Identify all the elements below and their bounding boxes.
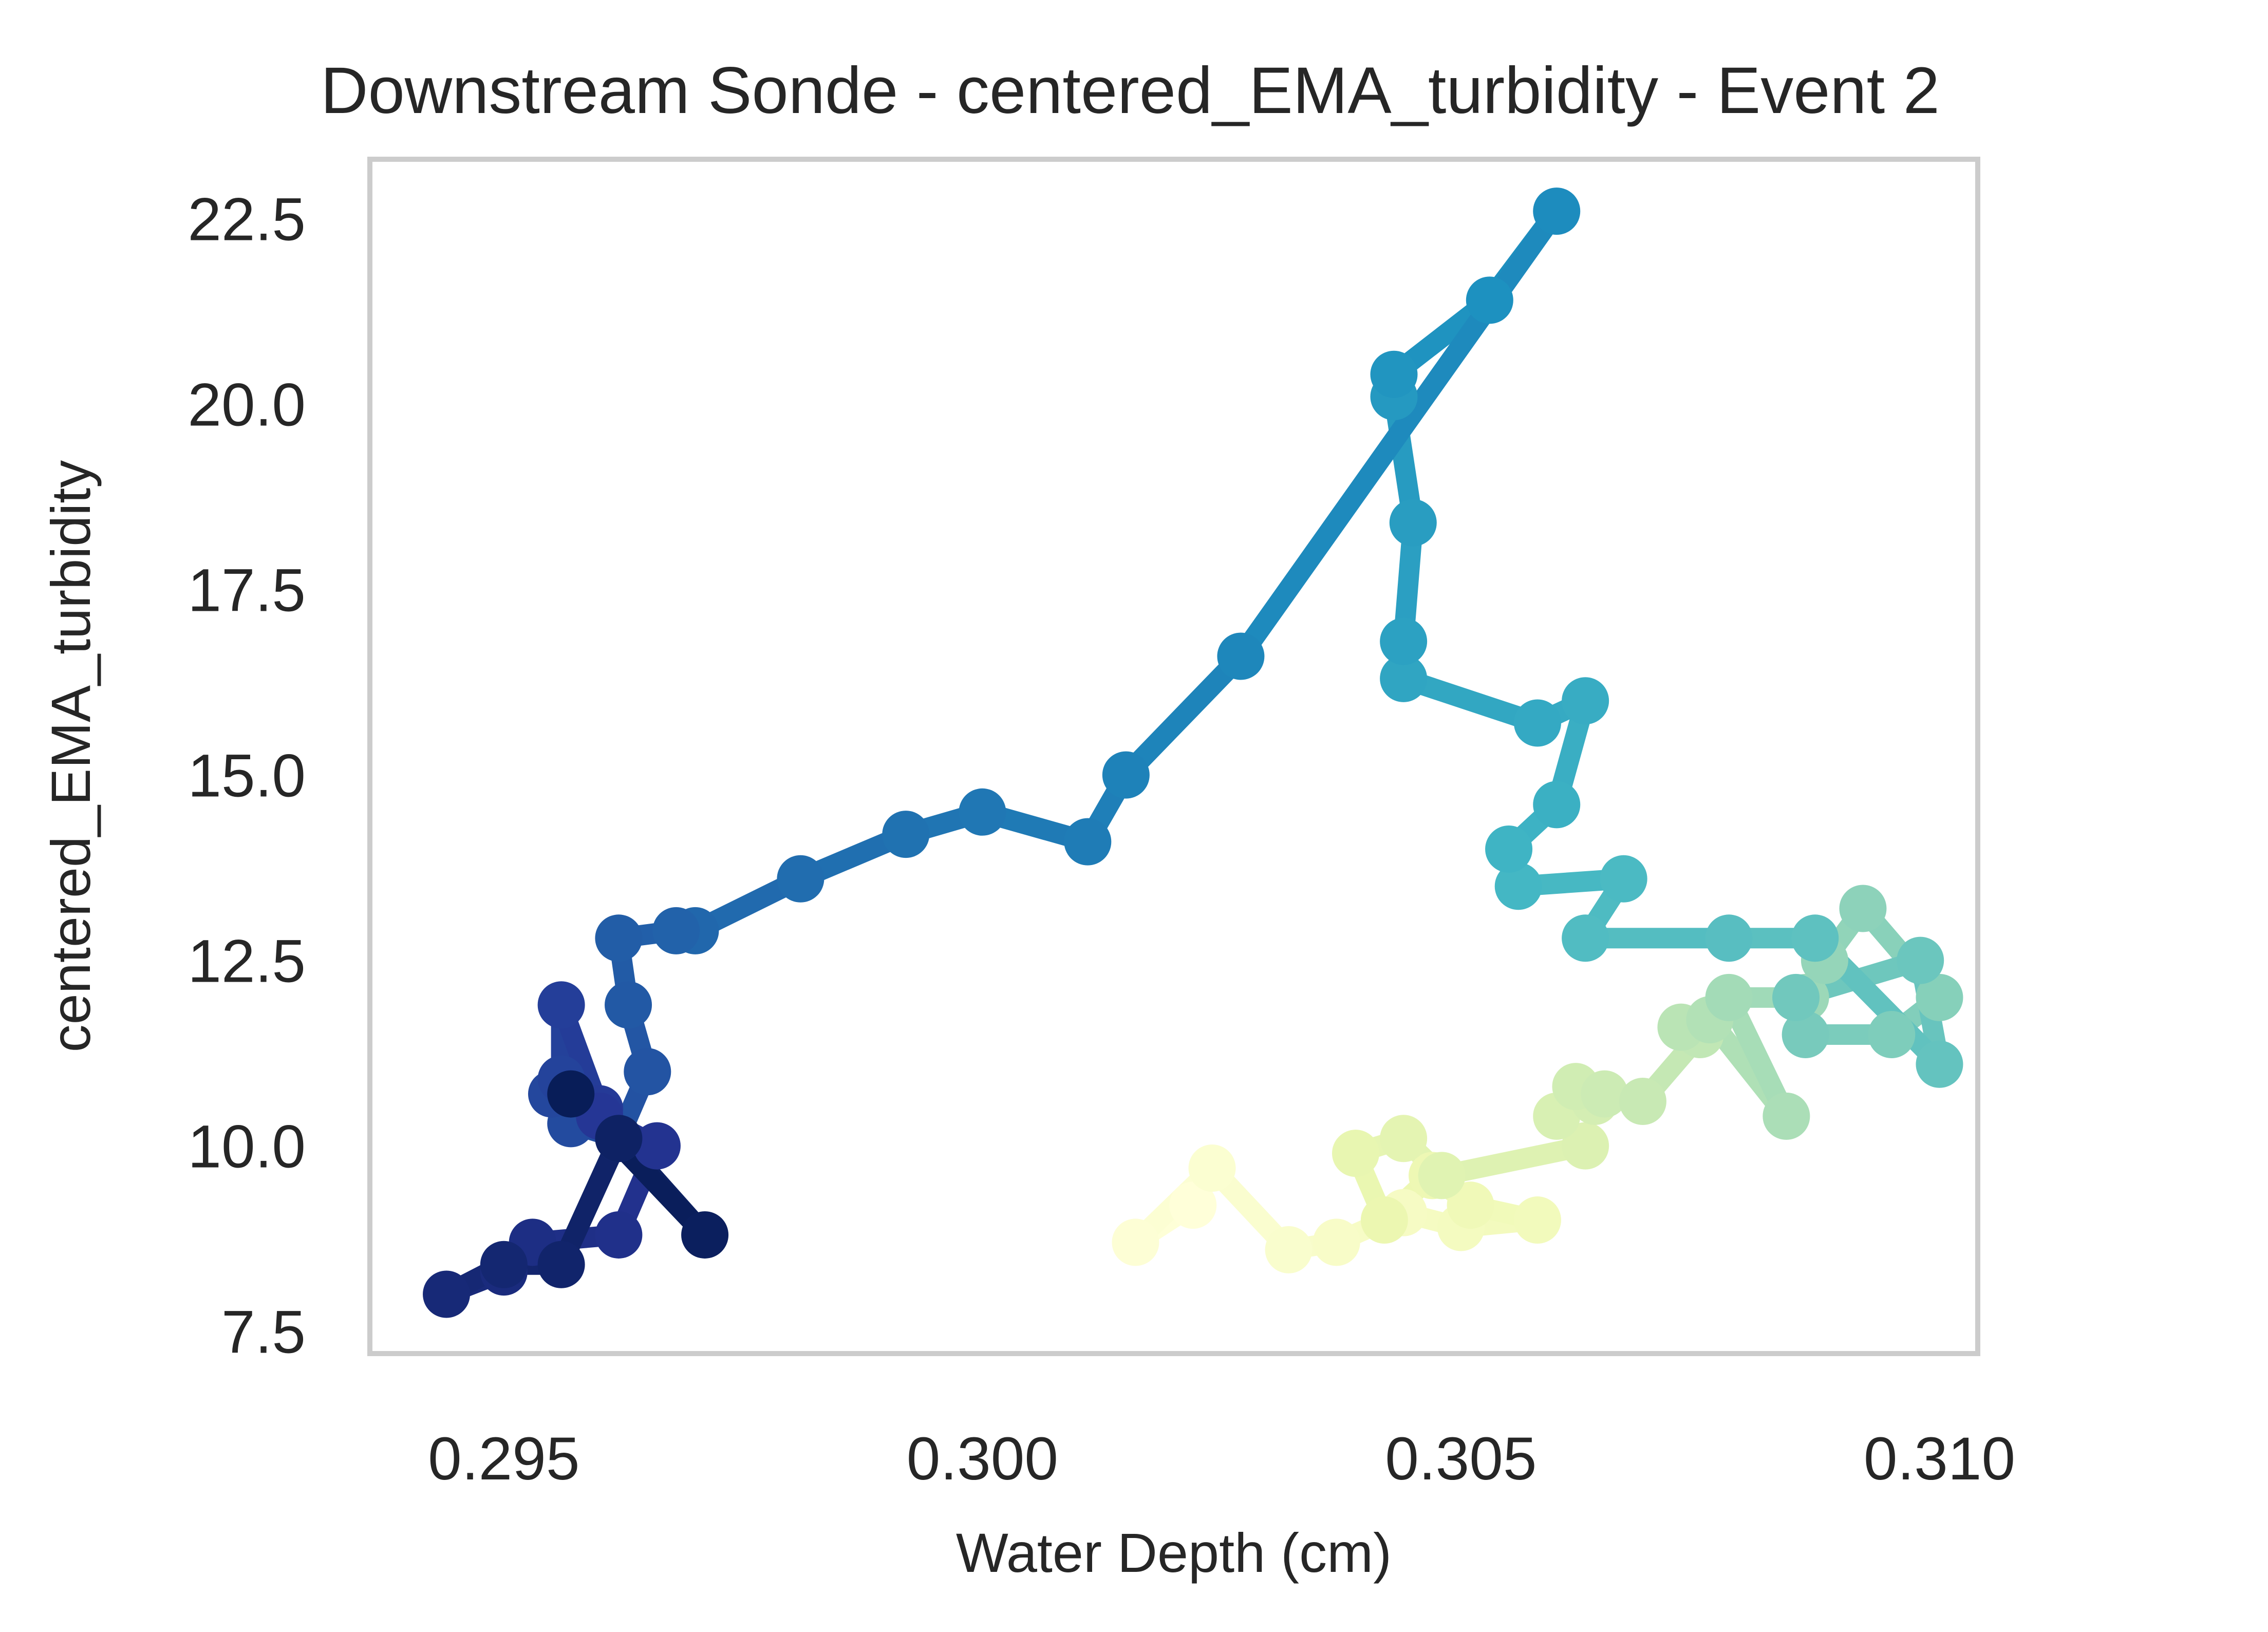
- data-point: [882, 811, 930, 858]
- data-point: [1763, 1092, 1810, 1140]
- data-point: [1370, 350, 1418, 398]
- data-point: [1265, 1226, 1313, 1273]
- data-point: [1772, 973, 1820, 1021]
- data-point: [959, 788, 1006, 836]
- data-point: [480, 1241, 528, 1288]
- data-point: [1466, 276, 1513, 324]
- data-point: [1897, 936, 1944, 984]
- data-point: [652, 907, 700, 954]
- x-tick-label: 0.310: [1864, 1425, 2015, 1493]
- x-tick-label: 0.300: [907, 1425, 1058, 1493]
- plot-frame: [367, 157, 1980, 1356]
- data-point: [1102, 751, 1150, 799]
- data-point: [595, 914, 643, 962]
- y-tick-label: 22.5: [188, 186, 306, 254]
- data-point: [1217, 632, 1265, 680]
- data-point: [1188, 1144, 1236, 1192]
- data-point: [633, 1122, 681, 1170]
- y-axis-label: centered_EMA_turbidity: [40, 460, 102, 1053]
- data-point: [595, 1115, 643, 1162]
- data-point: [1619, 1078, 1666, 1125]
- y-tick-label: 20.0: [188, 371, 306, 439]
- data-point: [1360, 1196, 1408, 1244]
- data-point: [681, 1211, 729, 1259]
- data-point: [1562, 1122, 1609, 1170]
- data-point: [1418, 1152, 1466, 1199]
- data-point: [777, 855, 824, 903]
- data-point: [1533, 187, 1581, 235]
- y-tick-label: 10.0: [188, 1113, 306, 1181]
- data-point: [1169, 1181, 1217, 1229]
- data-point: [1112, 1218, 1159, 1266]
- chart-title: Downstream Sonde - centered_EMA_turbidit…: [321, 54, 1940, 127]
- series-segment: [1431, 1135, 1596, 1186]
- data-point: [1782, 1011, 1829, 1059]
- data-point: [1839, 885, 1887, 932]
- data-point: [1581, 1070, 1628, 1118]
- data-point: [1600, 855, 1647, 903]
- data-point: [537, 1241, 585, 1288]
- data-point: [1533, 781, 1581, 829]
- data-point: [1562, 914, 1609, 962]
- data-point: [1916, 1040, 1963, 1088]
- data-point: [1705, 973, 1753, 1021]
- y-tick-label: 7.5: [221, 1299, 306, 1366]
- data-point: [537, 981, 585, 1029]
- data-point: [1513, 699, 1561, 747]
- data-point: [605, 981, 652, 1029]
- data-point: [1485, 826, 1533, 873]
- data-point: [1380, 1115, 1428, 1162]
- y-tick-label: 12.5: [188, 928, 306, 996]
- y-tick-label: 15.0: [188, 742, 306, 810]
- data-point: [1380, 617, 1428, 665]
- data-point: [1064, 818, 1112, 866]
- y-tick-label: 17.5: [188, 557, 306, 625]
- y-tick-labels: 7.5 10.0 12.5 15.0 17.5 20.0 22.5: [188, 186, 306, 1366]
- data-point: [1791, 914, 1839, 962]
- data-point: [595, 1211, 643, 1259]
- data-point: [624, 1048, 671, 1096]
- data-point: [1447, 1181, 1494, 1229]
- data-point: [1868, 1011, 1916, 1059]
- series-segment: [1115, 646, 1251, 785]
- data-point: [1494, 862, 1542, 910]
- x-tick-labels: 0.295 0.300 0.305 0.310: [428, 1425, 2015, 1493]
- x-axis-label: Water Depth (cm): [956, 1522, 1392, 1584]
- data-point: [1705, 914, 1753, 962]
- data-point: [1313, 1218, 1360, 1266]
- data-point: [1513, 1196, 1561, 1244]
- data-point: [1562, 677, 1609, 725]
- data-point: [1332, 1130, 1379, 1177]
- data-point: [547, 1070, 595, 1118]
- data-point: [423, 1270, 471, 1318]
- x-tick-label: 0.305: [1385, 1425, 1536, 1493]
- data-point: [1389, 499, 1437, 547]
- x-tick-label: 0.295: [428, 1425, 579, 1493]
- plot-series: [423, 187, 1963, 1318]
- data-point: [1380, 654, 1428, 702]
- data-point: [1916, 973, 1963, 1021]
